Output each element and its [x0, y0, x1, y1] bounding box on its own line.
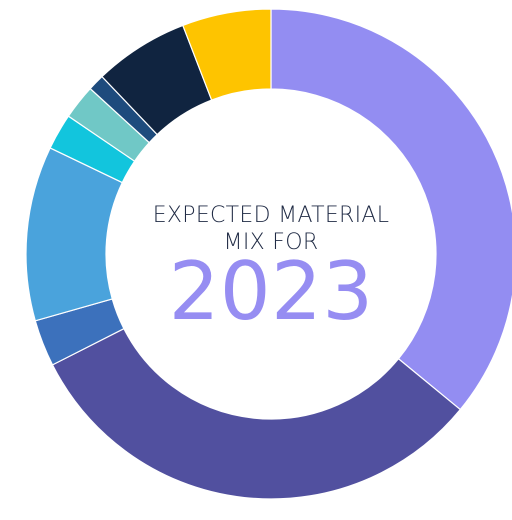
chart-year: 2023 — [168, 245, 374, 338]
donut-slice-1 — [270, 8, 512, 411]
donut-slice-9 — [182, 8, 272, 101]
slices-group — [25, 8, 512, 500]
chart-title-line-2: MIX FOR — [223, 230, 319, 255]
chart-title-line-1: EXPECTED MATERIAL — [152, 203, 390, 228]
donut-slice-2 — [51, 327, 462, 500]
